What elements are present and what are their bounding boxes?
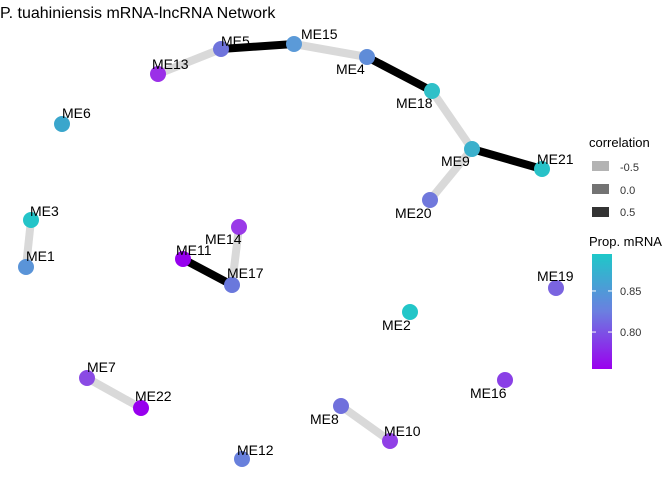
nodes-layer	[18, 36, 564, 467]
node-label-me3: ME3	[30, 203, 59, 219]
node-me20	[422, 192, 438, 208]
colorbar-tick-label: 0.85	[620, 286, 641, 298]
node-me4	[359, 49, 375, 65]
node-me11	[175, 251, 191, 267]
node-label-me4: ME4	[336, 61, 365, 77]
correlation-label-neg: -0.5	[620, 162, 639, 174]
edge-me14-me17	[228, 226, 243, 286]
node-me10	[382, 433, 398, 449]
node-me2	[402, 304, 418, 320]
node-me14	[231, 219, 247, 235]
node-me18	[424, 83, 440, 99]
node-me5	[213, 41, 229, 57]
node-label-me18: ME18	[396, 95, 433, 111]
node-label-me1: ME1	[26, 248, 55, 264]
node-label-me7: ME7	[87, 359, 116, 375]
node-me19	[548, 280, 564, 296]
node-label-me10: ME10	[384, 423, 421, 439]
correlation-swatch-pos	[592, 207, 609, 217]
node-me1	[18, 259, 34, 275]
node-label-me13: ME13	[152, 56, 189, 72]
node-label-me6: ME6	[62, 105, 91, 121]
node-label-me8: ME8	[310, 411, 339, 427]
diagram-title: P. tuahiniensis mRNA-lncRNA Network	[0, 5, 276, 22]
node-label-me14: ME14	[205, 231, 242, 247]
node-me22	[133, 400, 149, 416]
node-me17	[224, 277, 240, 293]
node-label-me5: ME5	[221, 33, 250, 49]
correlation-label-zero: 0.0	[620, 185, 635, 197]
colorbar-ticks: 0.85 0.80	[592, 286, 641, 339]
correlation-label-pos: 0.5	[620, 207, 635, 219]
node-me7	[79, 370, 95, 386]
node-label-me19: ME19	[537, 268, 574, 284]
correlation-swatch-zero	[592, 184, 609, 194]
node-me6	[54, 116, 70, 132]
edge-me4-me18	[365, 53, 434, 95]
node-label-me22: ME22	[135, 388, 172, 404]
node-label-me16: ME16	[470, 385, 507, 401]
edge-me7-me22	[85, 374, 143, 412]
node-label-me21: ME21	[537, 151, 574, 167]
node-me9	[464, 141, 480, 157]
node-label-me9: ME9	[441, 153, 470, 169]
edge-me15-me4	[293, 40, 368, 61]
node-label-me11: ME11	[176, 242, 212, 258]
node-me3	[23, 212, 39, 228]
edges-layer	[22, 40, 544, 445]
edge-me11-me17	[181, 255, 234, 289]
prop-mrna-legend-title: Prop. mRNA	[589, 234, 662, 249]
node-me16	[497, 372, 513, 388]
prop-mrna-colorbar	[592, 254, 612, 369]
edge-me5-me15	[220, 40, 295, 53]
node-label-me15: ME15	[301, 26, 338, 42]
correlation-swatch-neg	[592, 161, 609, 171]
edge-me9-me20	[426, 146, 476, 203]
edge-me18-me9	[428, 88, 476, 152]
node-label-me20: ME20	[395, 205, 432, 221]
edge-me13-me5	[156, 45, 223, 78]
node-me21	[534, 161, 550, 177]
node-label-me12: ME12	[237, 442, 274, 458]
node-me12	[234, 451, 250, 467]
correlation-legend: correlation -0.5 0.0 0.5	[589, 135, 650, 219]
prop-mrna-legend: Prop. mRNA 0.85 0.80	[589, 234, 662, 369]
node-me8	[333, 398, 349, 414]
correlation-legend-title: correlation	[589, 135, 650, 150]
node-labels-layer: ME5 ME15 ME13 ME4 ME18 ME6 ME9 ME21 ME20 ME3 ME1 ME…	[26, 26, 574, 458]
colorbar-tick-label: 0.80	[620, 327, 641, 339]
node-label-me17: ME17	[227, 265, 264, 281]
node-me15	[286, 36, 302, 52]
node-label-me2: ME2	[382, 317, 411, 333]
edge-me8-me10	[338, 402, 393, 445]
node-me13	[150, 66, 166, 82]
edge-me9-me21	[470, 145, 544, 173]
